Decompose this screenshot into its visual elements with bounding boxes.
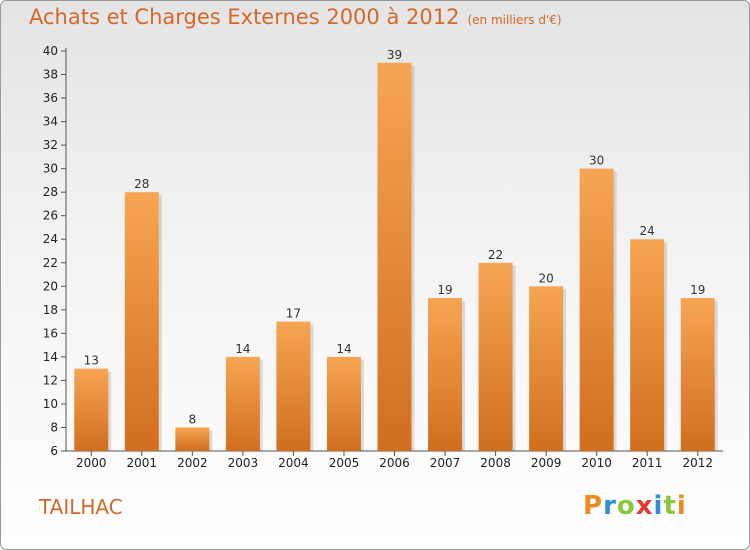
data-label: 13 (84, 354, 99, 368)
logo-letter: x (635, 491, 654, 521)
bar-2003 (225, 356, 260, 451)
x-tick-label: 2010 (581, 456, 612, 470)
data-label: 20 (538, 271, 553, 285)
bar-2010 (579, 168, 614, 451)
x-tick-label: 2004 (278, 456, 309, 470)
x-tick-label: 2005 (329, 456, 360, 470)
bar-2002 (175, 427, 210, 451)
data-label: 22 (488, 248, 503, 262)
bar-2012 (680, 298, 715, 451)
x-tick-label: 2008 (480, 456, 511, 470)
y-tick-label: 40 (43, 44, 58, 58)
proxiti-logo[interactable]: Proxiti (583, 491, 687, 521)
data-label: 19 (690, 283, 705, 297)
bar-2001 (124, 192, 159, 452)
logo-letter: o (616, 491, 636, 521)
y-tick-label: 16 (43, 326, 58, 340)
x-tick-label: 2007 (430, 456, 461, 470)
x-tick-label: 2002 (177, 456, 208, 470)
y-tick-label: 20 (43, 279, 58, 293)
data-label: 19 (437, 283, 452, 297)
x-tick-label: 2009 (531, 456, 562, 470)
data-label: 14 (336, 342, 351, 356)
y-tick-label: 38 (43, 68, 58, 82)
data-label: 24 (640, 224, 655, 238)
bar-2008 (478, 262, 513, 451)
chart-title: Achats et Charges Externes 2000 à 2012 (e… (29, 5, 562, 29)
x-tick-label: 2000 (76, 456, 107, 470)
y-tick-label: 32 (43, 138, 58, 152)
data-label: 28 (134, 177, 149, 191)
y-tick-label: 28 (43, 185, 58, 199)
bar-2004 (276, 321, 311, 451)
y-tick-label: 36 (43, 91, 58, 105)
chart-title-text: Achats et Charges Externes 2000 à 2012 (29, 5, 460, 29)
x-tick-label: 2001 (127, 456, 158, 470)
logo-letter: i (676, 491, 687, 521)
commune-name: TAILHAC (39, 495, 123, 519)
bar-2000 (74, 368, 109, 451)
y-tick-label: 14 (43, 350, 58, 364)
y-tick-label: 10 (43, 397, 58, 411)
logo-letter: i (653, 491, 664, 521)
y-tick-label: 18 (43, 303, 58, 317)
chart-unit: (en milliers d'€) (467, 13, 562, 27)
y-tick-label: 6 (50, 444, 58, 458)
y-tick-label: 8 (50, 420, 58, 434)
y-tick-label: 22 (43, 256, 58, 270)
y-tick-label: 34 (43, 115, 58, 129)
bar-2005 (326, 356, 361, 451)
data-label: 17 (286, 307, 301, 321)
logo-letter: P (583, 491, 604, 521)
bar-2006 (377, 62, 412, 451)
bar-2011 (630, 239, 665, 451)
data-label: 39 (387, 48, 402, 62)
bar-2009 (529, 286, 564, 451)
y-tick-label: 30 (43, 162, 58, 176)
logo-letter: r (603, 491, 617, 521)
data-label: 8 (189, 412, 197, 426)
x-tick-label: 2012 (682, 456, 713, 470)
y-tick-label: 24 (43, 232, 58, 246)
x-tick-label: 2011 (632, 456, 663, 470)
bar-2007 (428, 298, 463, 451)
data-label: 30 (589, 154, 604, 168)
y-tick-label: 26 (43, 209, 58, 223)
x-tick-label: 2003 (228, 456, 259, 470)
y-tick-label: 12 (43, 373, 58, 387)
data-label: 14 (235, 342, 250, 356)
x-tick-label: 2006 (379, 456, 410, 470)
logo-letter: t (663, 491, 677, 521)
